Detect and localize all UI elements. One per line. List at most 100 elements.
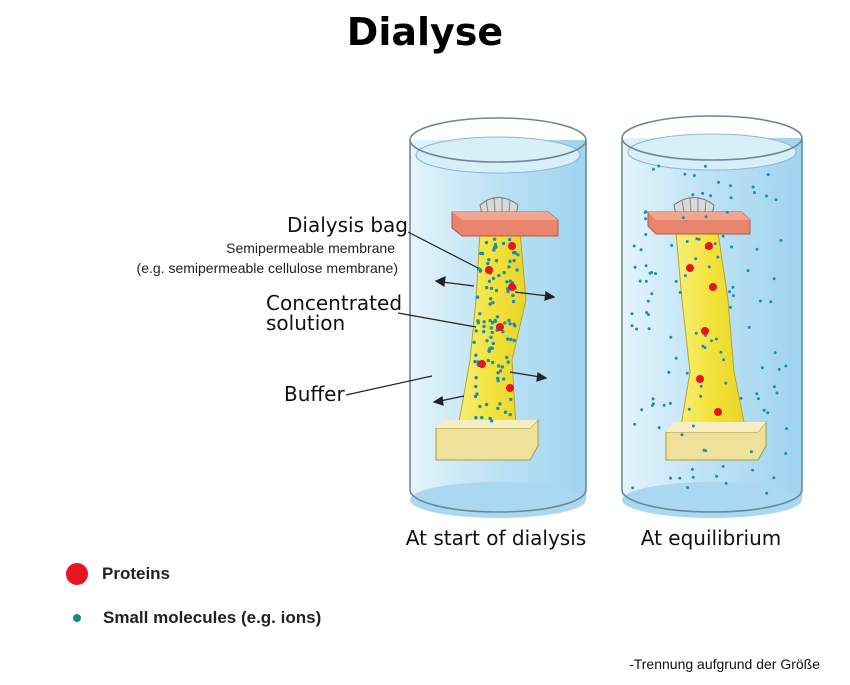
label-concentrated-1: Concentrated xyxy=(266,291,402,315)
small-molecule xyxy=(731,294,735,298)
small-molecule xyxy=(721,465,725,468)
small-molecule xyxy=(694,331,698,335)
small-molecule xyxy=(765,491,769,495)
small-molecule xyxy=(495,315,500,319)
small-molecule xyxy=(715,474,718,478)
small-molecule xyxy=(683,274,687,278)
small-molecule xyxy=(474,329,478,333)
small-molecule xyxy=(490,346,494,351)
small-molecule xyxy=(511,299,516,304)
small-molecule xyxy=(490,419,494,423)
small-molecule xyxy=(502,377,506,381)
label-buffer: Buffer xyxy=(284,382,345,406)
small-molecule xyxy=(513,324,517,328)
small-molecule xyxy=(772,277,776,281)
small-molecule xyxy=(751,185,755,189)
small-molecule xyxy=(762,408,766,412)
small-molecule xyxy=(691,193,695,197)
small-molecule xyxy=(685,371,689,375)
small-molecule xyxy=(766,173,770,177)
small-molecule xyxy=(508,322,512,326)
small-molecule xyxy=(482,324,486,329)
small-molecule xyxy=(506,289,510,294)
small-molecule xyxy=(716,255,720,259)
small-molecule xyxy=(485,285,489,290)
small-molecule xyxy=(717,180,720,184)
small-molecule xyxy=(719,350,723,354)
small-molecule xyxy=(633,265,637,269)
small-molecule-legend-icon xyxy=(73,614,81,622)
small-molecule xyxy=(729,184,732,188)
protein xyxy=(485,266,493,274)
small-molecule xyxy=(645,311,649,315)
small-molecule xyxy=(475,295,480,299)
small-molecule xyxy=(644,264,648,268)
small-molecule xyxy=(475,392,479,396)
small-molecule xyxy=(704,449,708,453)
small-molecule xyxy=(674,356,678,360)
small-molecule xyxy=(772,476,776,480)
protein-legend-icon xyxy=(66,563,88,585)
small-molecules-equilibrium xyxy=(630,164,789,495)
small-molecule xyxy=(747,325,751,329)
small-molecule xyxy=(751,468,755,472)
label-dialysis-bag: Dialysis bag xyxy=(287,213,408,237)
small-molecule xyxy=(494,259,499,263)
protein xyxy=(506,384,514,392)
small-molecule xyxy=(631,486,635,490)
small-molecule xyxy=(784,364,788,368)
small-molecule xyxy=(714,337,718,341)
small-molecule xyxy=(482,320,486,324)
protein xyxy=(701,327,709,335)
clamp-bottom-start xyxy=(435,418,539,461)
small-molecule xyxy=(755,247,759,251)
small-molecule xyxy=(503,321,507,325)
small-molecule xyxy=(670,243,674,247)
small-molecule xyxy=(487,258,491,262)
small-molecule xyxy=(502,270,506,275)
small-molecule xyxy=(686,486,689,489)
small-molecule xyxy=(651,397,655,401)
small-molecule xyxy=(498,402,502,406)
small-molecule xyxy=(633,422,637,426)
small-molecule xyxy=(644,279,648,283)
small-molecule xyxy=(725,210,729,214)
small-molecule xyxy=(651,167,655,171)
small-molecule xyxy=(713,242,717,246)
small-molecule xyxy=(640,408,644,412)
small-molecule xyxy=(478,312,482,316)
small-molecule xyxy=(646,299,650,303)
small-molecule xyxy=(731,285,735,289)
small-molecule xyxy=(758,299,762,303)
small-molecule xyxy=(507,318,511,323)
small-molecule xyxy=(478,404,482,409)
small-molecule xyxy=(662,403,666,407)
small-molecule xyxy=(692,174,696,177)
small-molecule xyxy=(497,364,501,368)
cylinder-equilibrium xyxy=(621,115,803,518)
small-molecule xyxy=(488,416,492,421)
proteins-equilibrium xyxy=(686,242,722,416)
small-molecule xyxy=(769,300,773,304)
small-molecule xyxy=(639,248,643,252)
small-molecule xyxy=(508,259,512,264)
small-molecule xyxy=(657,164,661,168)
small-molecule xyxy=(506,360,510,364)
small-molecule xyxy=(488,302,492,306)
small-molecule xyxy=(474,416,478,420)
small-molecule xyxy=(512,338,516,343)
small-molecule xyxy=(651,402,655,406)
small-molecule xyxy=(491,341,495,346)
small-molecule xyxy=(487,349,491,353)
small-molecule xyxy=(710,339,713,343)
small-molecule xyxy=(630,324,634,328)
small-molecule xyxy=(753,191,756,195)
small-molecule xyxy=(508,412,512,417)
protein xyxy=(696,375,704,383)
small-molecule xyxy=(489,297,493,301)
small-molecule xyxy=(775,391,779,395)
small-molecule xyxy=(496,371,500,375)
clamp-top-equilibrium xyxy=(647,196,751,235)
small-molecule xyxy=(721,234,725,238)
small-molecule xyxy=(509,397,513,402)
